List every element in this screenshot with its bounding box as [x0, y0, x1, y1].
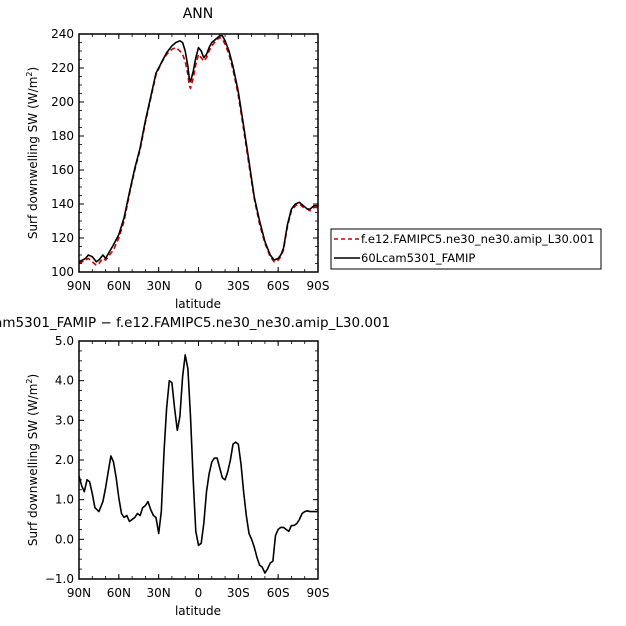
bottom-panel: 60Lcam5301_FAMIP − f.e12.FAMIPC5.ne30_ne…: [0, 315, 390, 618]
bottom-x-axis-label: latitude: [175, 604, 221, 618]
bot-x-tick-label: 60N: [107, 586, 131, 600]
bot-y-tick-label: −1.0: [45, 572, 74, 586]
top-x-axis: 90N 60N 30N 0 30S 60S 90S: [67, 34, 330, 293]
top-x-tick-label: 0: [195, 279, 203, 293]
top-y-tick-label: 240: [51, 27, 74, 41]
top-series-line-1: [78, 36, 318, 267]
bot-x-tick-label: 90S: [307, 586, 330, 600]
top-y-tick-label: 220: [51, 61, 74, 75]
bot-x-tick-label: 30N: [147, 586, 171, 600]
bot-y-tick-label: 4.0: [55, 374, 74, 388]
bottom-y-axis-label-text: Surf downwelling SW: [26, 420, 40, 546]
bottom-x-axis: 90N 60N 30N 0 30S 60S 90S: [67, 341, 330, 600]
top-series-lines: [78, 34, 318, 267]
top-x-tick-label: 30S: [227, 279, 250, 293]
top-y-axis-label-text: Surf downwelling SW: [26, 113, 40, 239]
top-x-tick-label: 30N: [147, 279, 171, 293]
top-y-tick-label: 180: [51, 129, 74, 143]
top-legend-box: [330, 228, 602, 270]
bot-x-tick-label: 30S: [227, 586, 250, 600]
bot-y-tick-label: 3.0: [55, 413, 74, 427]
bottom-y-axis-unit-sup: 2: [25, 379, 34, 384]
top-chart-title: ANN: [183, 6, 214, 22]
bot-series-line-1: [78, 354, 318, 574]
bot-x-tick-label: 60S: [267, 586, 290, 600]
top-panel: ANN 90N 60N 30N 0 30S 60S 90S 100 120 140 160 180 2…: [25, 6, 602, 311]
top-y-tick-label: 120: [51, 231, 74, 245]
top-x-tick-label: 60S: [267, 279, 290, 293]
top-x-tick-label: 90S: [307, 279, 330, 293]
bottom-chart-title: 60Lcam5301_FAMIP − f.e12.FAMIPC5.ne30_ne…: [0, 315, 390, 331]
bottom-y-axis: −1.0 0.0 1.0 2.0 3.0 4.0 5.0: [45, 334, 318, 586]
top-y-tick-label: 100: [51, 265, 74, 279]
bottom-y-axis-unit-close: ): [26, 374, 40, 379]
top-y-axis-unit-close: ): [26, 67, 40, 72]
bot-x-tick-label: 0: [195, 586, 203, 600]
legend-label-series-2: 60Lcam5301_FAMIP: [361, 251, 475, 265]
top-x-tick-label: 60N: [107, 279, 131, 293]
top-legend: f.e12.FAMIPC5.ne30_ne30.amip_L30.001 60L…: [330, 228, 602, 270]
top-y-axis: 100 120 140 160 180 200 220 240: [51, 27, 318, 279]
bot-y-tick-label: 1.0: [55, 493, 74, 507]
top-y-axis-unit: (W/m: [26, 77, 40, 109]
top-plot-frame: [78, 33, 319, 273]
bot-x-tick-label: 90N: [67, 586, 91, 600]
top-y-axis-unit-sup: 2: [25, 72, 34, 77]
bot-y-tick-label: 5.0: [55, 334, 74, 348]
top-x-tick-label: 90N: [67, 279, 91, 293]
top-series-line-2: [78, 34, 318, 263]
top-y-tick-label: 160: [51, 163, 74, 177]
bottom-series-lines: [78, 354, 318, 574]
bot-y-tick-label: 2.0: [55, 453, 74, 467]
bottom-y-axis-unit: (W/m: [26, 384, 40, 416]
top-y-tick-label: 140: [51, 197, 74, 211]
top-x-axis-label: latitude: [175, 297, 221, 311]
bot-y-tick-label: 0.0: [55, 532, 74, 546]
legend-label-series-1: f.e12.FAMIPC5.ne30_ne30.amip_L30.001: [361, 232, 594, 246]
bottom-y-axis-label: Surf downwelling SW (W/m2): [25, 374, 40, 546]
top-y-axis-label: Surf downwelling SW (W/m2): [25, 67, 40, 239]
top-y-tick-label: 200: [51, 95, 74, 109]
